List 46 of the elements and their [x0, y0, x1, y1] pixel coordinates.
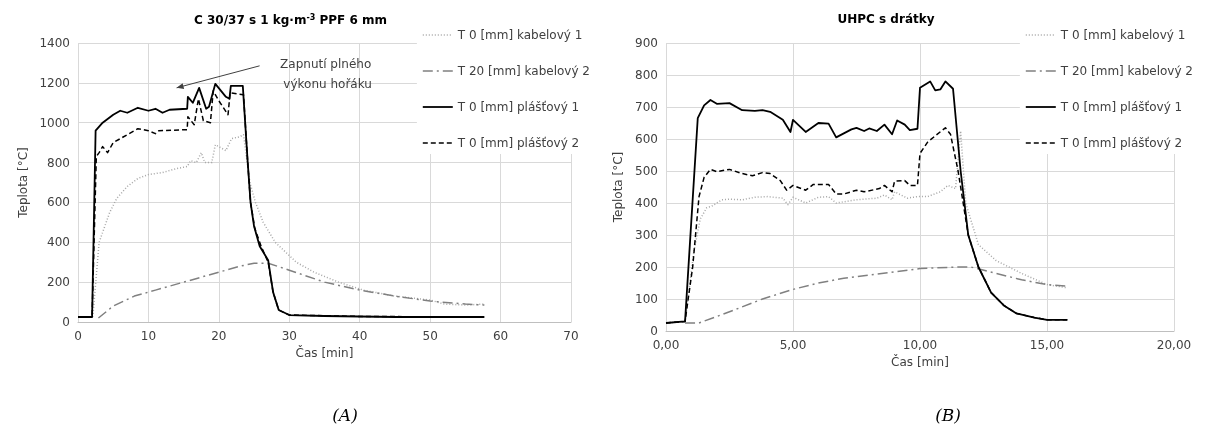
x-tick-label: 15,00 [1029, 338, 1065, 352]
y-tick-label: 500 [635, 164, 658, 178]
y-tick-label: 800 [635, 68, 658, 82]
y-axis-title: Teplota [°C] [611, 151, 625, 224]
x-tick-label: 40 [352, 329, 368, 343]
x-tick-label: 60 [492, 329, 509, 343]
x-axis-title: Čas [min] [891, 353, 949, 369]
legend-label: T 0 [mm] plášťový 2 [456, 136, 580, 150]
text: (B) [935, 404, 961, 425]
y-tick-label: 1000 [39, 115, 70, 130]
y-tick-label: 300 [635, 228, 658, 242]
legend-label: T 0 [mm] plášťový 2 [1059, 136, 1183, 150]
y-tick-label: 800 [47, 155, 70, 170]
y-tick-label: 200 [47, 275, 70, 290]
y-tick-label: 400 [635, 196, 658, 210]
legend-label: T 20 [mm] kabelový 2 [456, 64, 591, 78]
x-tick-label: 50 [422, 329, 438, 343]
x-tick-label: 20,00 [1156, 338, 1192, 352]
x-tick-label: 0,00 [652, 338, 680, 352]
y-tick-label: 600 [635, 132, 658, 146]
y-tick-label: 600 [47, 195, 70, 210]
y-axis-title: Teplota [°C] [15, 147, 30, 219]
chart-title: UHPC s drátky [837, 12, 935, 26]
x-axis-title: Čas [min] [295, 344, 354, 360]
legend-label: T 0 [mm] plášťový 1 [456, 100, 580, 114]
legend-label: T 20 [mm] kabelový 2 [1059, 64, 1194, 78]
x-tick-label: 5,00 [779, 338, 807, 352]
x-tick-label: 70 [563, 329, 579, 343]
text: (A) [332, 404, 358, 425]
x-tick-label: 10,00 [902, 338, 938, 352]
legend-label: T 0 [mm] kabelový 1 [456, 28, 583, 42]
y-tick-label: 200 [635, 260, 658, 274]
y-tick-label: 400 [47, 235, 70, 250]
y-tick-label: 1400 [39, 36, 70, 50]
y-tick-label: 1200 [39, 75, 70, 90]
y-tick-label: 100 [635, 292, 658, 306]
y-tick-label: 700 [635, 100, 658, 114]
y-tick-label: 0 [62, 315, 70, 329]
x-tick-label: 10 [140, 329, 157, 343]
x-tick-label: 30 [281, 329, 297, 343]
legend-label: T 0 [mm] kabelový 1 [1059, 28, 1186, 42]
legend-label: T 0 [mm] plášťový 1 [1059, 100, 1183, 114]
annotation: Zapnutí plného výkonu hořáku [280, 56, 376, 91]
x-tick-label: 20 [211, 329, 227, 343]
y-tick-label: 900 [635, 36, 658, 50]
x-tick-label: 0 [74, 329, 82, 343]
